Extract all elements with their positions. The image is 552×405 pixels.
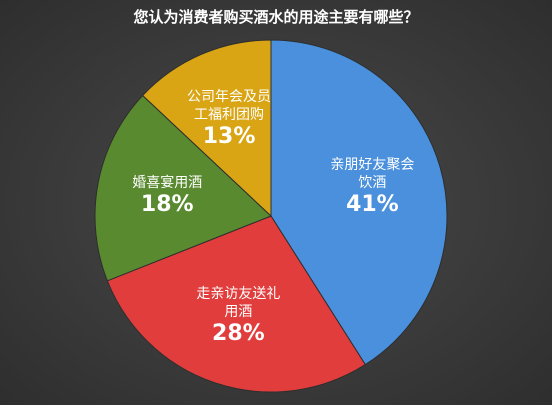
category-label: 婚喜宴用酒 [132,175,203,192]
pie-slice [94,94,272,282]
category-label: 亲朋好友聚会饮酒 [330,156,415,191]
pie-slice [270,39,448,366]
category-label: 走亲访友送礼用酒 [196,286,281,321]
value-label: 41% [346,191,399,217]
slice-label: 婚喜宴用酒 18% [119,174,215,218]
category-label: 公司年会及员工福利团购 [187,89,272,124]
slice-label: 公司年会及员工福利团购 13% [181,88,277,150]
pie-slice [141,39,272,218]
value-label: 13% [202,124,256,150]
value-label: 28% [212,321,265,347]
chart-title: 您认为消费者购买酒水的用途主要有哪些？ [133,8,419,26]
slice-label: 走亲访友送礼用酒 28% [190,285,286,347]
value-label: 18% [140,192,194,218]
slice-label: 亲朋好友聚会饮酒 41% [324,156,420,218]
pie-slice [106,215,366,393]
